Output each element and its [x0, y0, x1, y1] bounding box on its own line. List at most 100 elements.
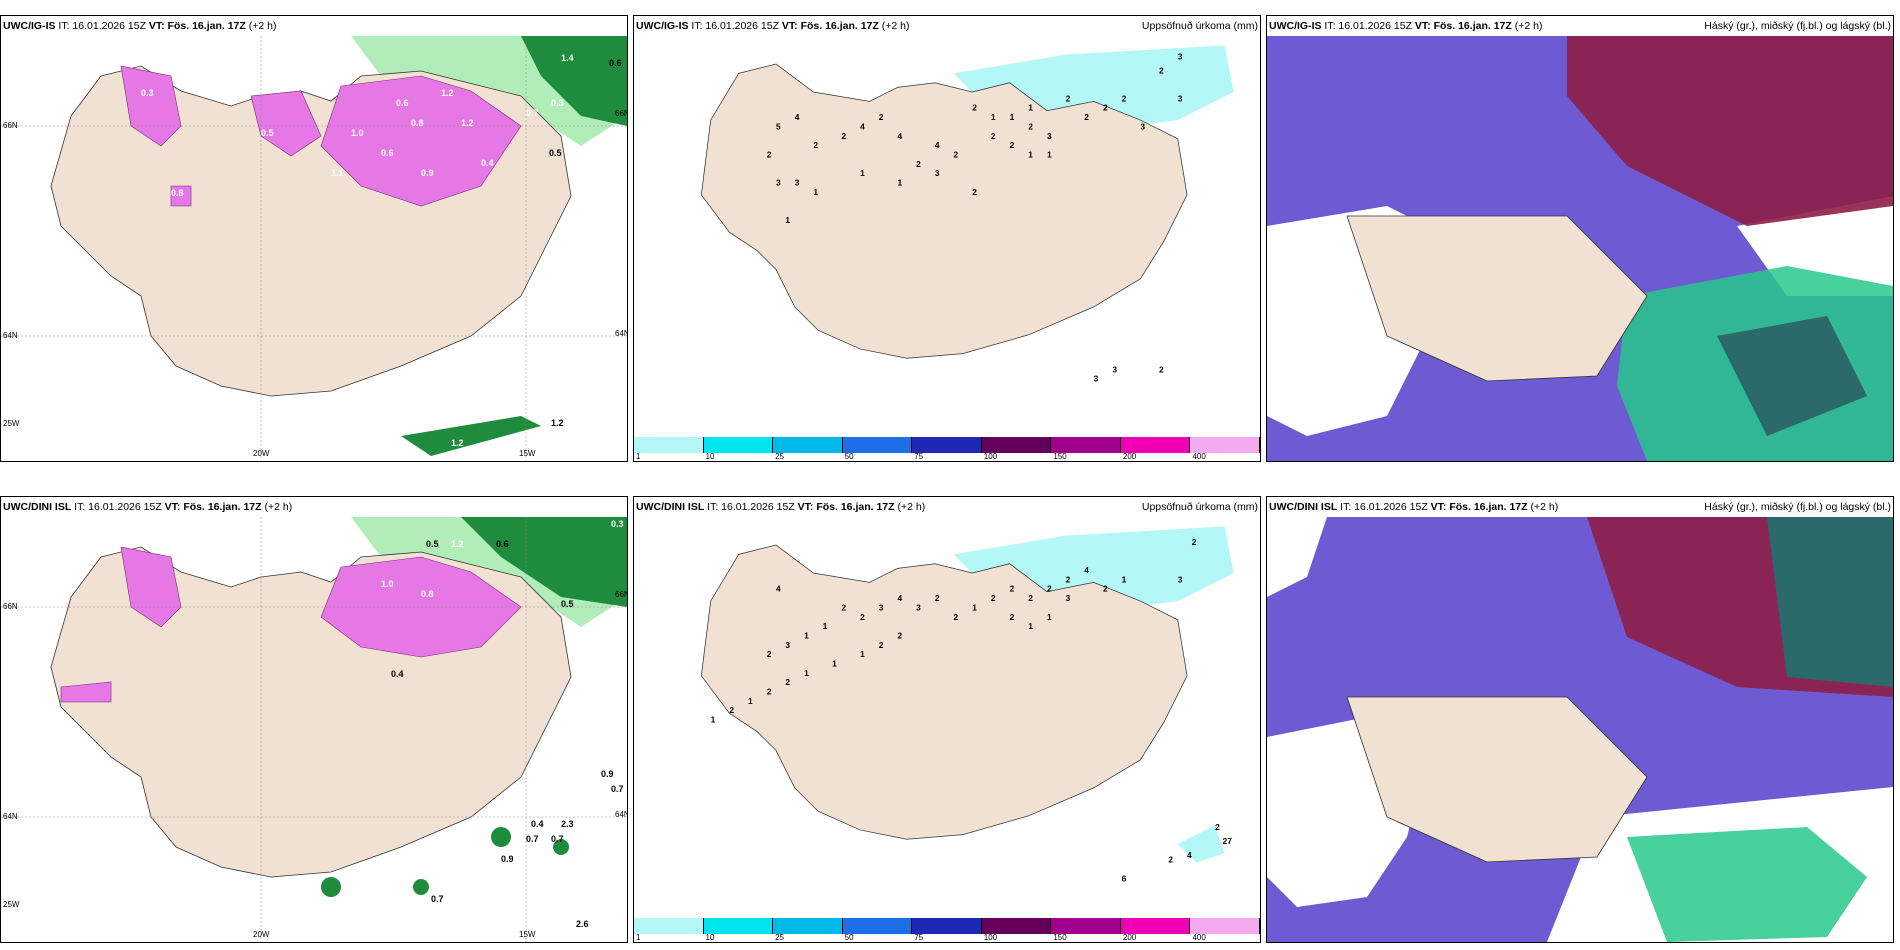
svg-text:3: 3 — [1140, 121, 1145, 131]
svg-text:2: 2 — [972, 187, 977, 197]
precip-legend: 1 10 25 50 75 100 150 200 400 — [634, 914, 1260, 942]
legend-swatch — [912, 437, 982, 453]
lon-label-15w: 15W — [519, 930, 536, 939]
svg-text:0.9: 0.9 — [501, 854, 514, 864]
svg-text:0.5: 0.5 — [491, 874, 504, 884]
svg-text:4: 4 — [1084, 565, 1089, 575]
legend-label: 200 — [1122, 452, 1137, 461]
panel-title-right: Uppsöfnuð úrkoma (mm) — [1141, 501, 1258, 513]
svg-text:0.7: 0.7 — [431, 894, 444, 904]
svg-text:0.6: 0.6 — [381, 148, 394, 158]
svg-text:2: 2 — [972, 103, 977, 113]
snow-map-dini: 20W 15W 66N 64N 25W 66N 64N 0.3 0.5 1.2 … — [1, 517, 627, 942]
legend-label: 1 — [636, 933, 641, 942]
legend-swatch — [773, 918, 843, 934]
svg-text:2: 2 — [1159, 364, 1164, 374]
svg-text:2: 2 — [1010, 612, 1015, 622]
svg-text:0.6: 0.6 — [496, 539, 509, 549]
legend-label: 100 — [983, 452, 998, 461]
panel-dini-precip: UWC/DINI ISL IT: 16.01.2026 15Z VT: Fös.… — [633, 496, 1261, 943]
svg-text:1.2: 1.2 — [551, 418, 564, 428]
svg-text:2: 2 — [1159, 65, 1164, 75]
svg-text:2: 2 — [1010, 584, 1015, 594]
svg-text:1: 1 — [1122, 574, 1127, 584]
precip-legend: 1 10 25 50 75 100 150 200 400 — [634, 433, 1260, 461]
legend-label: 150 — [1053, 452, 1067, 461]
svg-text:2: 2 — [1028, 593, 1033, 603]
svg-text:6: 6 — [1122, 873, 1127, 883]
panel-header: UWC/DINI ISL IT: 16.01.2026 15Z VT: Fös.… — [1, 497, 627, 517]
svg-text:3: 3 — [1047, 131, 1052, 141]
panel-header: UWC/IG-IS IT: 16.01.2026 15Z VT: Fös. 16… — [1, 16, 627, 36]
svg-text:1: 1 — [1047, 149, 1052, 159]
svg-text:2: 2 — [767, 149, 772, 159]
legend-swatch — [634, 918, 704, 934]
svg-text:2: 2 — [935, 593, 940, 603]
svg-text:0.4: 0.4 — [481, 158, 494, 168]
svg-text:3: 3 — [1178, 51, 1183, 61]
legend-label: 200 — [1122, 933, 1137, 942]
snow-map-ig: 20W 15W 66N 64N 25W 66N 64N 0.6 1.4 1.2 … — [1, 36, 627, 461]
svg-text:2: 2 — [1168, 855, 1173, 865]
svg-text:1: 1 — [832, 658, 837, 668]
svg-text:2: 2 — [954, 149, 959, 159]
panel-ig-snow: UWC/IG-IS IT: 16.01.2026 15Z VT: Fös. 16… — [0, 15, 628, 462]
land-iceland — [700, 544, 1188, 840]
precip-values-ig: 3 2 3 2 2 2 3 2 3 2 2 2 1 1 4 2 4 1 3 2 … — [767, 51, 1183, 383]
precip-map-dini: 2 3 1 2 4 2 2 2 2 2 3 1 1 2 1 2 2 3 4 3 … — [654, 517, 1240, 888]
svg-text:0.5: 0.5 — [549, 148, 562, 158]
svg-text:3: 3 — [879, 602, 884, 612]
svg-text:1: 1 — [804, 630, 809, 640]
svg-text:2: 2 — [1103, 103, 1108, 113]
svg-text:1.0: 1.0 — [381, 579, 394, 589]
svg-text:2: 2 — [879, 112, 884, 122]
svg-text:2: 2 — [1192, 537, 1197, 547]
svg-text:2.3: 2.3 — [561, 819, 574, 829]
legend-label: 75 — [914, 933, 924, 942]
svg-text:2: 2 — [1122, 93, 1127, 103]
land-iceland — [1346, 215, 1648, 382]
svg-text:1: 1 — [897, 177, 902, 187]
svg-text:3: 3 — [785, 640, 790, 650]
svg-text:3: 3 — [916, 602, 921, 612]
svg-text:2: 2 — [841, 131, 846, 141]
svg-text:4: 4 — [935, 140, 940, 150]
svg-text:2: 2 — [1028, 121, 1033, 131]
svg-text:4: 4 — [897, 131, 902, 141]
legend-swatch — [1190, 437, 1260, 453]
precip-values-dini: 2 3 1 2 4 2 2 2 2 2 3 1 1 2 1 2 2 3 4 3 … — [711, 537, 1233, 883]
panel-title-right: Háský (gr.), miðský (fj.bl.) og lágský (… — [1704, 20, 1891, 32]
svg-text:2: 2 — [729, 705, 734, 715]
lon-label-25w: 25W — [3, 419, 20, 428]
legend-label: 10 — [705, 452, 715, 461]
svg-text:2: 2 — [916, 159, 921, 169]
legend-label: 10 — [705, 933, 715, 942]
cloud-map-ig — [1267, 36, 1893, 461]
svg-text:1: 1 — [972, 602, 977, 612]
svg-text:2: 2 — [767, 686, 772, 696]
svg-text:4: 4 — [897, 593, 902, 603]
land-iceland — [700, 63, 1188, 359]
svg-text:0.7: 0.7 — [526, 108, 539, 118]
svg-text:1: 1 — [1047, 612, 1052, 622]
svg-text:0.7: 0.7 — [526, 834, 539, 844]
svg-text:1: 1 — [860, 649, 865, 659]
panel-header: UWC/IG-IS IT: 16.01.2026 15Z VT: Fös. 16… — [634, 16, 1260, 36]
legend-swatch — [842, 437, 913, 453]
svg-text:27: 27 — [1223, 836, 1233, 846]
svg-text:3: 3 — [935, 168, 940, 178]
svg-text:0.3: 0.3 — [611, 519, 624, 529]
svg-text:2: 2 — [1066, 574, 1071, 584]
svg-text:2: 2 — [897, 630, 902, 640]
svg-text:5: 5 — [776, 121, 781, 131]
legend-swatch — [634, 437, 704, 453]
svg-text:4: 4 — [776, 584, 781, 594]
legend-swatch — [773, 437, 843, 453]
svg-text:2: 2 — [1010, 140, 1015, 150]
lat-label-right-64n: 64N — [615, 329, 627, 338]
legend-swatch — [703, 918, 774, 934]
lat-label-64n: 64N — [3, 812, 18, 821]
svg-text:2: 2 — [991, 593, 996, 603]
legend-label: 50 — [844, 933, 854, 942]
svg-text:2: 2 — [954, 612, 959, 622]
